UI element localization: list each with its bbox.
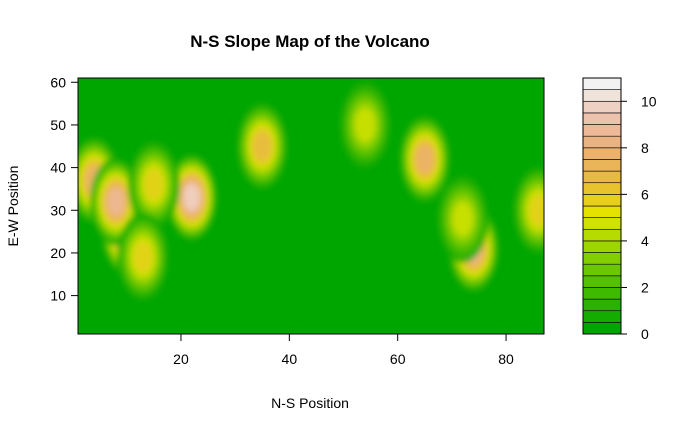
x-tick-label: 60 [390,351,406,367]
heatmap-band [355,108,376,142]
heatmap-band [452,202,473,236]
colorbar-bin [582,310,622,323]
heatmap-hotspot [236,102,289,191]
x-axis: 20 40 60 80 [173,334,514,367]
y-tick-label: 10 [50,288,66,304]
colorbar-bin [582,89,622,102]
colorbar-bin [582,112,622,125]
colorbar-bin [582,100,622,114]
heatmap-band [253,131,272,162]
x-tick-label: 40 [282,351,298,367]
heatmap-hotspot [89,157,142,246]
heatmap-hotspot [127,140,180,229]
x-axis-label: N-S Position [271,395,349,411]
colorbar-bin [582,240,622,253]
y-tick-label: 60 [50,74,66,90]
colorbar-bin [582,77,622,90]
colorbar-bin [582,322,622,335]
colorbar-bin [582,287,622,300]
colorbar-bin [582,194,622,207]
colorbar-bin [582,159,622,172]
heatmap-hotspot [339,80,392,169]
colorbar: 0 2 4 6 8 10 [582,77,657,342]
colorbar-bin [582,228,622,242]
y-tick-label: 50 [50,117,66,133]
colorbar-bin [582,135,622,149]
y-tick-label: 30 [50,202,66,218]
colorbar-bin [582,252,622,265]
colorbar-bin [582,170,622,184]
plot-frame [77,77,545,335]
y-tick-label: 20 [50,245,66,261]
y-axis: 10 20 30 40 50 60 [50,74,78,304]
colorbar-tick-label: 2 [641,279,649,295]
heatmap-band [107,187,125,216]
colorbar-bin [582,298,622,312]
colorbar-tick-label: 6 [641,186,649,202]
heatmap-band [133,241,153,273]
colorbar-frame [582,77,622,335]
colorbar-bin [582,147,622,160]
colorbar-bin [582,124,622,137]
colorbar-tick-label: 4 [641,233,649,249]
heatmap-hotspot [117,213,170,302]
colorbar-tick-label: 8 [641,140,649,156]
x-tick-label: 80 [498,351,514,367]
colorbar-tick-label: 10 [641,93,657,109]
heatmap-band [144,169,164,201]
heatmap-layer [78,80,544,302]
y-tick-label: 40 [50,160,66,176]
heatmap-hotspot [436,174,489,263]
colorbar-bin [582,275,622,288]
colorbar-bin [582,217,622,230]
chart-title: N-S Slope Map of the Volcano [190,32,430,51]
colorbar-bin [582,182,622,195]
heatmap-hotspot [165,153,218,242]
colorbar-tick-label: 0 [641,326,649,342]
colorbar-bin [582,263,622,277]
heatmap-band [529,194,544,226]
colorbar-bin [582,205,622,218]
heatmap-band [416,144,434,174]
heatmap-hotspot [398,115,451,204]
x-tick-label: 20 [173,351,189,367]
heatmap-band [183,184,200,211]
y-axis-label: E-W Position [5,166,21,247]
heatmap-hotspot [512,166,544,255]
